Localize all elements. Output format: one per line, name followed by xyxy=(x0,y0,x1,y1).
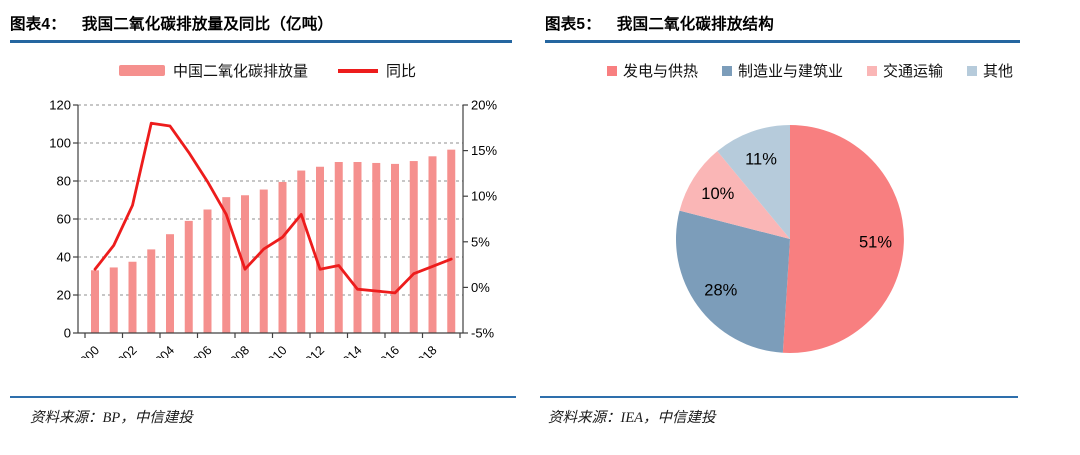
figure4-source: 资料来源：BP，中信建投 xyxy=(30,410,193,426)
square-swatch-icon xyxy=(867,65,877,76)
svg-text:100: 100 xyxy=(49,136,71,151)
square-swatch-icon xyxy=(721,65,732,76)
bar-2008 xyxy=(241,195,249,333)
pie-slice-其他 xyxy=(717,125,790,239)
bar-2010 xyxy=(278,181,287,333)
svg-text:0: 0 xyxy=(64,326,71,341)
figure4-title: 我国二氧化碳排放量及同比（亿吨） xyxy=(81,16,334,33)
legend-label-other: 其他 xyxy=(983,63,1014,80)
legend-label-yoy: 同比 xyxy=(386,63,417,80)
legend-label-manufacturing: 制造业与建筑业 xyxy=(737,63,843,80)
svg-text:60: 60 xyxy=(57,212,71,227)
svg-text:2016: 2016 xyxy=(373,343,403,358)
bar-2014 xyxy=(353,162,362,333)
figure4-header-rule xyxy=(10,40,512,43)
bar-2012 xyxy=(316,166,324,333)
emissions-combo-chart: 0 20 40 60 80 100 120 -5% 0% 5% 10% 15% 20% 2000 2002 2… xyxy=(49,98,497,359)
bar-2005 xyxy=(184,220,193,333)
bar-2003 xyxy=(147,249,156,333)
bar-swatch-icon xyxy=(118,65,165,76)
svg-text:2012: 2012 xyxy=(298,343,328,358)
legend-item-other: 其他 xyxy=(967,60,1013,81)
bar-2004 xyxy=(166,234,174,333)
pie-slice-制造业与建筑业 xyxy=(675,210,790,353)
svg-text:20%: 20% xyxy=(471,98,497,113)
svg-text:2018: 2018 xyxy=(410,343,440,358)
figure5-source: 资料来源：IEA，中信建投 xyxy=(548,410,716,426)
square-swatch-icon xyxy=(606,65,617,76)
figure5-title: 我国二氧化碳排放结构 xyxy=(616,16,774,33)
bar-2011 xyxy=(297,170,306,333)
figure5-source-rule xyxy=(540,396,1018,398)
legend-label-transport: 交通运输 xyxy=(883,63,944,80)
svg-text:2004: 2004 xyxy=(148,343,178,358)
bar-2018 xyxy=(428,156,437,333)
svg-text:5%: 5% xyxy=(471,234,490,249)
bar-2006 xyxy=(203,209,212,333)
svg-text:2010: 2010 xyxy=(260,343,290,358)
svg-text:80: 80 xyxy=(57,174,71,189)
figure5-header-rule xyxy=(545,40,1020,43)
bar-2016 xyxy=(391,163,399,333)
bar-2007 xyxy=(222,197,231,333)
bar-2001 xyxy=(109,267,118,333)
bar-2015 xyxy=(372,162,381,333)
emission-structure-pie-chart: 51% 28% 10% 11% xyxy=(675,125,904,353)
bar-2000 xyxy=(91,270,99,333)
bar-2019 xyxy=(447,149,456,333)
legend-label-emissions: 中国二氧化碳排放量 xyxy=(172,63,308,80)
svg-text:2008: 2008 xyxy=(223,343,253,358)
pie-data-labels: 51% 28% 10% 11% xyxy=(701,151,892,300)
svg-text:0%: 0% xyxy=(471,280,490,295)
figure4-source-rule xyxy=(10,396,516,398)
svg-text:20: 20 xyxy=(57,288,71,303)
bar-2009 xyxy=(259,189,268,333)
bar-2013 xyxy=(334,162,343,333)
svg-text:-5%: -5% xyxy=(471,326,495,341)
svg-text:11%: 11% xyxy=(745,151,777,169)
svg-text:10%: 10% xyxy=(701,185,734,203)
svg-text:51%: 51% xyxy=(859,234,892,252)
legend-item-power-heat: 发电与供热 xyxy=(606,60,698,81)
emission-bars xyxy=(91,149,456,333)
figure5-legend: 发电与供热 制造业与建筑业 交通运输 其他 xyxy=(540,60,1080,81)
figure4-legend: 中国二氧化碳排放量 同比 xyxy=(0,60,535,81)
legend-item-transport: 交通运输 xyxy=(867,60,943,81)
square-swatch-icon xyxy=(967,65,978,76)
svg-text:120: 120 xyxy=(49,98,71,113)
figure4-header: 图表4： 我国二氧化碳排放量及同比（亿吨） xyxy=(10,12,333,34)
svg-text:28%: 28% xyxy=(704,281,737,299)
svg-text:15%: 15% xyxy=(471,143,497,158)
bar-2017 xyxy=(409,161,418,333)
figure5-header: 图表5： 我国二氧化碳排放结构 xyxy=(545,12,774,34)
axes xyxy=(73,104,468,338)
line-swatch-icon xyxy=(338,68,378,73)
svg-text:2002: 2002 xyxy=(110,343,140,358)
yoy-line xyxy=(93,121,453,295)
figure5-label: 图表5： xyxy=(545,16,601,33)
legend-item-emissions: 中国二氧化碳排放量 xyxy=(118,60,308,81)
legend-item-yoy: 同比 xyxy=(338,60,416,81)
bar-2002 xyxy=(128,261,137,333)
pie-slice-发电与供热 xyxy=(782,125,904,353)
legend-item-manufacturing: 制造业与建筑业 xyxy=(721,60,843,81)
legend-label-power-heat: 发电与供热 xyxy=(622,63,698,80)
svg-text:2014: 2014 xyxy=(335,343,365,358)
svg-text:2006: 2006 xyxy=(185,343,215,358)
figure4-label: 图表4： xyxy=(10,16,66,33)
svg-text:40: 40 xyxy=(57,250,71,265)
svg-text:2000: 2000 xyxy=(73,343,103,358)
pie-slices xyxy=(675,125,904,353)
svg-text:10%: 10% xyxy=(471,189,497,204)
pie-slice-交通运输 xyxy=(679,151,790,239)
